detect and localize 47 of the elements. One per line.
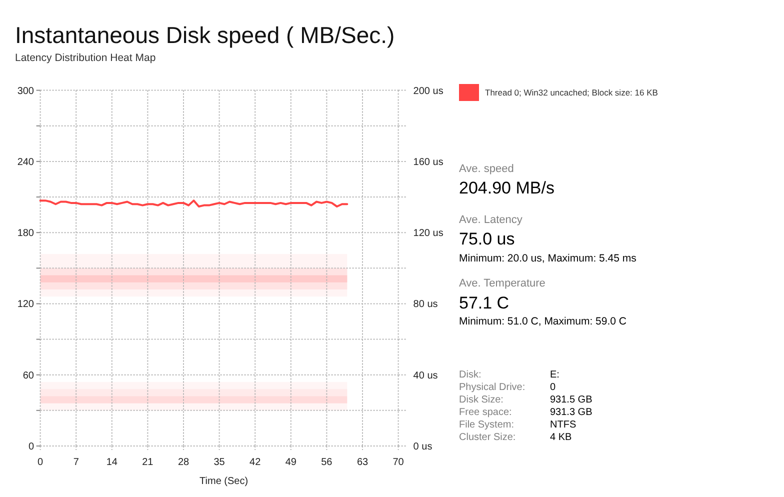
x-tick-label: 21	[142, 457, 154, 468]
y2-tick-label: 80 us	[413, 299, 438, 310]
chart-subtitle: Latency Distribution Heat Map	[15, 52, 156, 64]
y2-tick-label: 200 us	[413, 86, 444, 97]
y-tick-label: 240	[17, 156, 34, 168]
text: NTFS	[550, 420, 576, 430]
x-tick-label: 28	[178, 457, 190, 468]
text: 75.0 us	[459, 230, 515, 248]
text: Ave. Temperature	[459, 278, 546, 290]
text: 204.90 MB/s	[459, 178, 554, 198]
y2-tick-label: 120 us	[413, 228, 444, 240]
y2-tick-label: 160 us	[413, 156, 444, 168]
y-tick-label: 0	[28, 442, 34, 452]
text: 57.1 C	[459, 294, 510, 312]
y-tick-label: 180	[17, 228, 34, 240]
y-tick-label: 120	[17, 299, 34, 310]
text: Minimum: 51.0 C, Maximum: 59.0 C	[459, 316, 627, 328]
legend-label: Thread 0; Win32 uncached; Block size: 16 KB	[485, 88, 658, 98]
text: E:	[550, 370, 560, 380]
x-tick-label: 14	[106, 457, 118, 468]
text: Disk:	[459, 370, 482, 380]
x-tick-label: 63	[356, 457, 368, 468]
text: Cluster Size:	[459, 432, 516, 443]
text: Minimum: 20.0 us, Maximum: 5.45 ms	[459, 252, 636, 264]
y2-tick-label: 40 us	[413, 370, 438, 382]
text: Ave. Latency	[459, 214, 523, 226]
y2-tick-label: 0 us	[413, 442, 432, 452]
chart-title: Instantaneous Disk speed ( MB/Sec.)	[15, 22, 395, 48]
x-tick-label: 56	[321, 457, 333, 468]
y-tick-label: 300	[17, 86, 34, 97]
x-tick-label: 70	[392, 457, 404, 468]
text: Ave. speed	[459, 163, 514, 175]
x-tick-label: 0	[38, 457, 44, 468]
x-tick-label: 7	[73, 457, 80, 468]
text: 931.3 GB	[550, 407, 593, 418]
text: 931.5 GB	[550, 394, 593, 406]
text: Physical Drive:	[459, 382, 526, 393]
x-tick-label: 35	[214, 457, 226, 468]
text: Free space:	[459, 407, 512, 418]
text: Disk Size:	[459, 394, 504, 406]
x-tick-label: 42	[250, 457, 262, 468]
text: File System:	[459, 420, 514, 430]
x-axis-title: Time (Sec)	[200, 476, 248, 487]
text: 0	[550, 382, 556, 393]
x-tick-label: 49	[285, 457, 297, 468]
text: 4 KB	[550, 432, 572, 443]
y-tick-label: 60	[22, 370, 34, 382]
